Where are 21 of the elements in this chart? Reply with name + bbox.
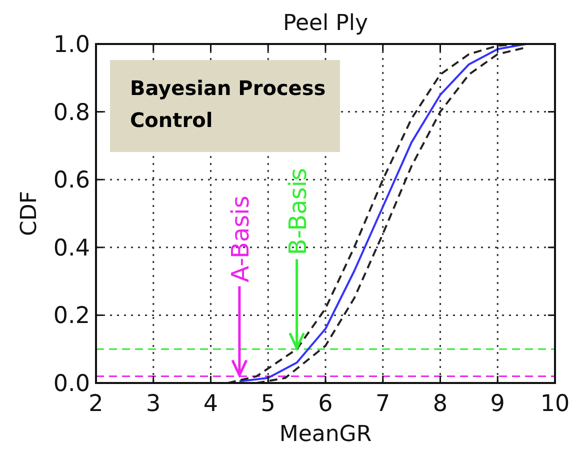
y-tick-label: 0.8 bbox=[53, 100, 90, 126]
x-tick-label: 6 bbox=[318, 391, 333, 417]
annotation: A-Basis bbox=[226, 196, 254, 282]
y-tick-label: 0.0 bbox=[53, 371, 90, 397]
annotation: Bayesian Process Control bbox=[130, 76, 326, 132]
x-tick-label: 9 bbox=[490, 391, 505, 417]
y-tick-label: 0.6 bbox=[53, 168, 90, 194]
y-tick-label: 1.0 bbox=[53, 32, 90, 58]
y-axis-title: CDF bbox=[17, 191, 42, 236]
chart-title: Peel Ply bbox=[282, 11, 368, 36]
y-tick-label: 0.4 bbox=[53, 235, 90, 262]
x-tick-label: 8 bbox=[432, 391, 448, 417]
y-tick-label: 0.2 bbox=[53, 303, 90, 330]
x-tick-label: 2 bbox=[88, 391, 104, 417]
x-tick-label: 4 bbox=[203, 391, 218, 417]
x-tick-label: 10 bbox=[540, 391, 570, 417]
annotation: B-Basis bbox=[284, 168, 312, 256]
x-axis-title: MeanGR bbox=[279, 422, 372, 447]
x-tick-label: 7 bbox=[376, 391, 390, 417]
x-tick-label: 3 bbox=[146, 391, 161, 417]
x-tick-label: 5 bbox=[260, 391, 276, 417]
